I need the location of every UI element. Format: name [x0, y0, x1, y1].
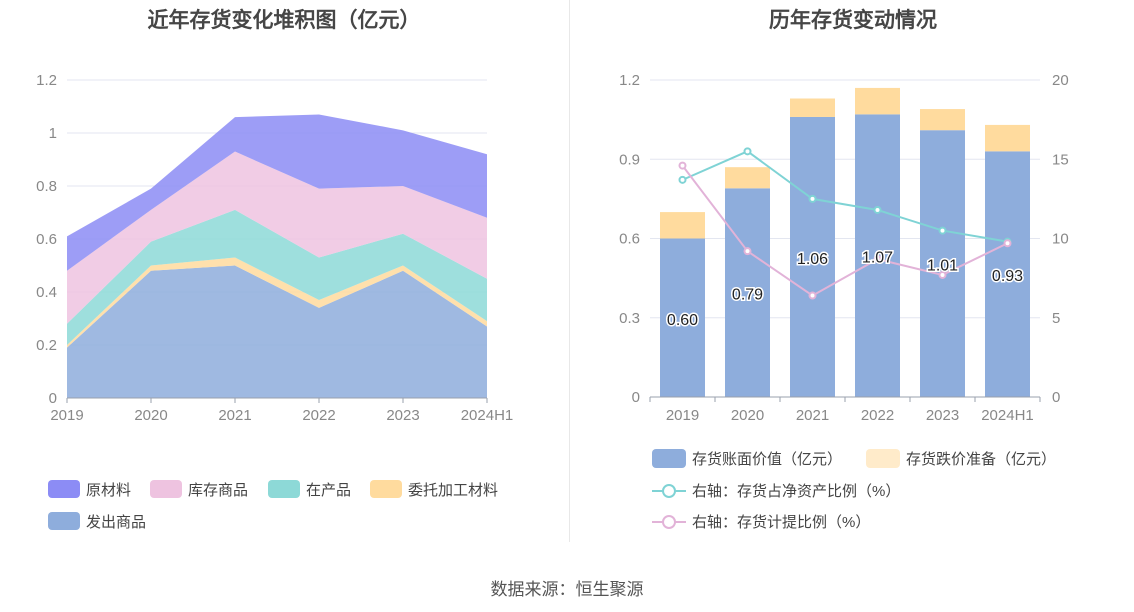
line-point [873, 205, 882, 214]
legend-label: 原材料 [86, 482, 131, 499]
left-x-tick-label: 2023 [386, 407, 419, 424]
area-series-3 [67, 151, 487, 324]
legend-swatch [48, 512, 80, 530]
line-point [873, 255, 882, 264]
line-point [938, 226, 947, 235]
line-point [938, 270, 947, 279]
right-x-tick-label: 2019 [666, 407, 699, 424]
legend-swatch [370, 480, 402, 498]
legend-label: 库存商品 [188, 482, 248, 499]
legend-label: 右轴：存货占净资产比例（%） [692, 483, 900, 500]
bar-value-label: 0.60 [667, 312, 698, 329]
area-series-0 [67, 265, 487, 398]
bar-value-label: 0.79 [732, 287, 763, 304]
left-y-tick-label: 1.2 [36, 72, 57, 89]
legend-marker [662, 484, 676, 498]
legend-label: 存货账面价值（亿元） [692, 451, 842, 468]
bar-0 [660, 238, 705, 397]
line-point [678, 175, 687, 184]
left-y-tick-label: 0.8 [36, 178, 57, 195]
right-y-right-tick-label: 15 [1052, 151, 1069, 168]
right-chart-title: 历年存货变动情况 [769, 9, 937, 32]
line-point [678, 161, 687, 170]
right-x-tick-label: 2022 [861, 407, 894, 424]
right-y-left-tick-label: 1.2 [619, 72, 640, 89]
area-series-1 [67, 257, 487, 348]
left-y-tick-label: 1 [49, 125, 57, 142]
left-x-tick-label: 2019 [50, 407, 83, 424]
bar-0 [920, 130, 965, 398]
right-y-left-tick-label: 0.3 [619, 310, 640, 327]
right-x-tick-label: 2020 [731, 407, 764, 424]
bar-0 [725, 188, 770, 397]
legend-swatch [268, 480, 300, 498]
bar-value-label: 1.07 [862, 250, 893, 267]
right-x-tick-label: 2024H1 [981, 407, 1034, 424]
left-y-tick-label: 0.2 [36, 337, 57, 354]
left-x-tick-label: 2021 [218, 407, 251, 424]
left-y-tick-label: 0.4 [36, 284, 57, 301]
left-x-tick-label: 2022 [302, 407, 335, 424]
bar-value-label: 0.93 [992, 268, 1023, 285]
bar-0 [790, 116, 835, 397]
left-y-tick-label: 0 [49, 390, 57, 407]
legend-label: 在产品 [306, 482, 351, 499]
legend-label: 发出商品 [86, 514, 146, 531]
right-x-tick-label: 2021 [796, 407, 829, 424]
bar-1 [920, 109, 965, 131]
legend-label: 右轴：存货计提比例（%） [692, 514, 870, 531]
legend-label: 委托加工材料 [408, 482, 498, 499]
bar-0 [985, 151, 1030, 397]
right-y-right-tick-label: 10 [1052, 231, 1069, 248]
legend-marker [662, 515, 676, 529]
left-y-tick-label: 0.6 [36, 231, 57, 248]
line-point [808, 291, 817, 300]
left-x-tick-label: 2020 [134, 407, 167, 424]
legend-swatch [150, 480, 182, 498]
legend-swatch [652, 449, 686, 468]
bar-1 [725, 167, 770, 189]
bar-value-label: 1.01 [927, 258, 958, 275]
line-point [1003, 239, 1012, 248]
line-series-1 [681, 164, 1008, 297]
legend-swatch [866, 449, 900, 468]
bar-1 [985, 124, 1030, 152]
right-y-left-tick-label: 0.9 [619, 151, 640, 168]
bar-1 [660, 212, 705, 239]
bar-1 [855, 87, 900, 115]
right-y-left-tick-label: 0.6 [619, 231, 640, 248]
area-series-2 [67, 209, 487, 345]
right-y-right-tick-label: 5 [1052, 310, 1060, 327]
line-point [743, 147, 752, 156]
left-chart-title: 近年存货变化堆积图（亿元） [147, 9, 421, 32]
right-y-left-tick-label: 0 [632, 389, 640, 406]
bar-1 [790, 98, 835, 117]
data-source: 数据来源：恒生聚源 [490, 580, 644, 599]
right-x-tick-label: 2023 [926, 407, 959, 424]
chart-divider [569, 0, 570, 542]
line-point [808, 194, 817, 203]
legend-swatch [48, 480, 80, 498]
bar-value-label: 1.06 [797, 251, 828, 268]
right-y-right-tick-label: 20 [1052, 72, 1069, 89]
line-point [743, 247, 752, 256]
line-series-0 [682, 150, 1008, 243]
left-x-tick-label: 2024H1 [461, 407, 514, 424]
right-y-right-tick-label: 0 [1052, 389, 1060, 406]
area-series-4 [67, 114, 487, 271]
legend-label: 存货跌价准备（亿元） [906, 451, 1056, 468]
